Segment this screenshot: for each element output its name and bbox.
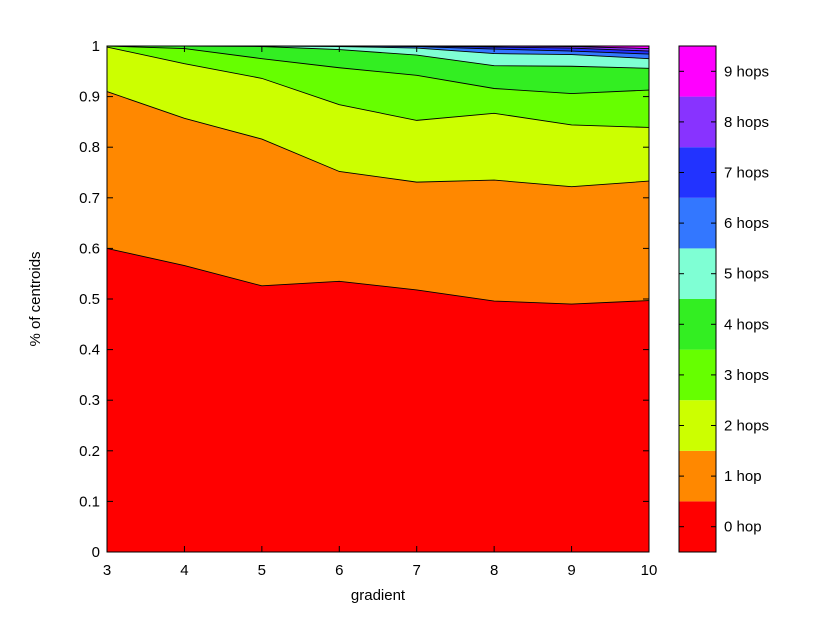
colorbar-label: 4 hops <box>724 316 769 333</box>
y-tick-label: 1 <box>92 38 100 55</box>
area-band-2 <box>107 47 649 187</box>
area-band-1 <box>107 91 649 305</box>
colorbar-swatch-6 <box>679 197 716 249</box>
colorbar-label: 5 hops <box>724 266 769 283</box>
colorbar-label: 6 hops <box>724 215 769 232</box>
colorbar-swatch-4 <box>679 299 716 350</box>
y-axis-label: % of centroids <box>27 251 44 346</box>
area-band-4 <box>107 46 649 94</box>
boundary-line-2 <box>106 46 650 128</box>
colorbar-swatch-7 <box>679 147 716 198</box>
colorbar-label: 1 hop <box>724 468 762 485</box>
boundary-line-0 <box>106 247 650 305</box>
y-tick-label: 0.6 <box>79 240 100 257</box>
x-tick-label: 5 <box>258 562 266 579</box>
colorbar-swatch-9 <box>679 46 716 97</box>
x-tick-label: 7 <box>413 562 421 579</box>
y-tick-label: 0.9 <box>79 89 100 106</box>
area-band-7 <box>107 46 649 55</box>
colorbar-frame <box>678 45 717 553</box>
y-tick-label: 0.4 <box>79 342 100 359</box>
y-tick-label: 0.5 <box>79 291 100 308</box>
x-tick-label: 6 <box>335 562 343 579</box>
y-tick-label: 0.8 <box>79 139 100 156</box>
colorbar-label: 8 hops <box>724 114 769 131</box>
x-tick-label: 10 <box>641 562 658 579</box>
colorbar-label: 7 hops <box>724 165 769 182</box>
axis-ticks: 3 4 5 6 7 8 9 10 0 0.1 0.2 0.3 0.4 0.5 0.6 0.7 0.8 0.9 1 <box>79 38 657 579</box>
y-tick-label: 0.3 <box>79 392 100 409</box>
colorbar-label: 0 hop <box>724 519 762 536</box>
boundary-line-1 <box>106 91 650 188</box>
y-tick-label: 0.2 <box>79 443 100 460</box>
y-tick-label: 0 <box>92 544 100 561</box>
x-tick-label: 3 <box>103 562 111 579</box>
colorbar-swatch-2 <box>679 400 716 451</box>
colorbar-legend: 0 hop 1 hop 2 hops 3 hops 4 hops 5 hops 6 hops… <box>678 45 769 553</box>
y-tick-label: 0.1 <box>79 493 100 510</box>
x-axis-label: gradient <box>351 587 406 604</box>
area-band-5 <box>107 46 649 69</box>
y-tick-label: 0.7 <box>79 190 100 207</box>
colorbar-swatch-3 <box>679 349 716 401</box>
x-tick-label: 4 <box>180 562 188 579</box>
colorbar-swatch-8 <box>679 96 716 148</box>
x-tick-label: 8 <box>490 562 498 579</box>
area-band-6 <box>107 46 649 59</box>
area-layers <box>107 46 649 552</box>
x-tick-label: 9 <box>567 562 575 579</box>
colorbar-swatch-1 <box>679 450 716 502</box>
colorbar-label: 3 hops <box>724 367 769 384</box>
colorbar-label: 2 hops <box>724 418 769 435</box>
area-band-0 <box>107 248 649 552</box>
boundary-line-3 <box>106 45 650 95</box>
area-band-3 <box>107 46 649 128</box>
colorbar-swatch-5 <box>679 248 716 299</box>
colorbar-swatch-0 <box>679 501 716 552</box>
colorbar-label: 9 hops <box>724 63 769 80</box>
